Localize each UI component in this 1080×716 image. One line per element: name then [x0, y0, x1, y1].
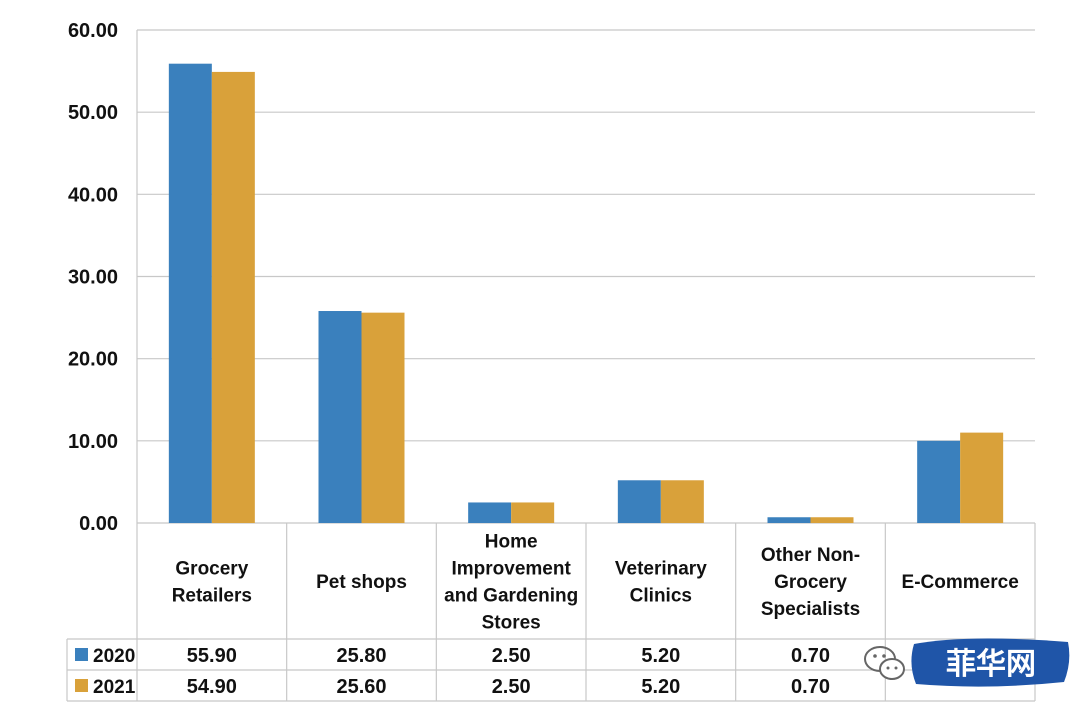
category-label: Retailers [172, 586, 252, 607]
category-label: Pet shops [316, 572, 407, 593]
data-table: Grocery Retailers Pet shops Home Improvement… [66, 523, 1036, 702]
category-label: E-Commerce [902, 572, 1019, 593]
y-tick-label: 30.00 [68, 267, 118, 289]
category-label: Grocery [774, 572, 847, 593]
wechat-icon [864, 646, 905, 680]
table-cell-value: 54.90 [187, 676, 237, 698]
bar-2021 [660, 480, 704, 523]
category-label: Clinics [630, 586, 692, 607]
table-cell-value: 55.90 [187, 645, 237, 667]
legend-swatch-2020 [75, 648, 88, 661]
y-tick-label: 40.00 [68, 184, 118, 206]
table-cell-value: 0.70 [791, 676, 830, 698]
table-cell-value: 0.70 [791, 645, 830, 667]
bar-2020 [168, 63, 212, 524]
legend-label: 2021 [93, 677, 136, 698]
brush-stroke-background [911, 638, 1070, 687]
table-cell-value: 25.60 [336, 676, 386, 698]
y-tick-label: 60.00 [68, 20, 118, 42]
table-cell-value: 2.50 [492, 645, 531, 667]
y-tick-label: 20.00 [68, 349, 118, 371]
table-cell-value: 5.20 [641, 676, 680, 698]
y-tick-label: 50.00 [68, 102, 118, 124]
y-tick-label: 0.00 [79, 513, 118, 535]
bar-2020 [617, 480, 661, 523]
bar-2021 [361, 312, 405, 523]
category-label: Grocery [175, 559, 248, 580]
bar-2020 [468, 502, 512, 523]
bar-2020 [917, 440, 961, 523]
category-label: Veterinary [615, 559, 707, 580]
category-label: Home [485, 532, 538, 553]
legend-swatch-2021 [75, 679, 88, 692]
category-label: Stores [482, 613, 541, 634]
category-label: Other Non- [761, 545, 860, 566]
gridlines [136, 29, 1035, 701]
y-tick-label: 10.00 [68, 431, 118, 453]
table-cell-value: 2.50 [492, 676, 531, 698]
bar-2020 [767, 517, 811, 523]
bar-2020 [318, 311, 362, 523]
category-label: Specialists [761, 599, 860, 620]
watermark-text: 菲华网 [946, 647, 1036, 682]
table-cell-value: 5.20 [641, 645, 680, 667]
watermark-logo: 菲华网 [858, 634, 1072, 690]
bar-2021 [810, 517, 854, 523]
bars [168, 63, 1004, 524]
legend-label: 2020 [93, 646, 135, 667]
bar-2021 [511, 502, 555, 523]
bar-2021 [211, 71, 255, 523]
category-label: Improvement [452, 559, 572, 580]
y-axis: 0.00 10.00 20.00 30.00 40.00 50.00 60.00 [68, 20, 118, 535]
bar-2021 [960, 432, 1004, 523]
category-label: and Gardening [444, 586, 578, 607]
table-cell-value: 25.80 [336, 645, 386, 667]
